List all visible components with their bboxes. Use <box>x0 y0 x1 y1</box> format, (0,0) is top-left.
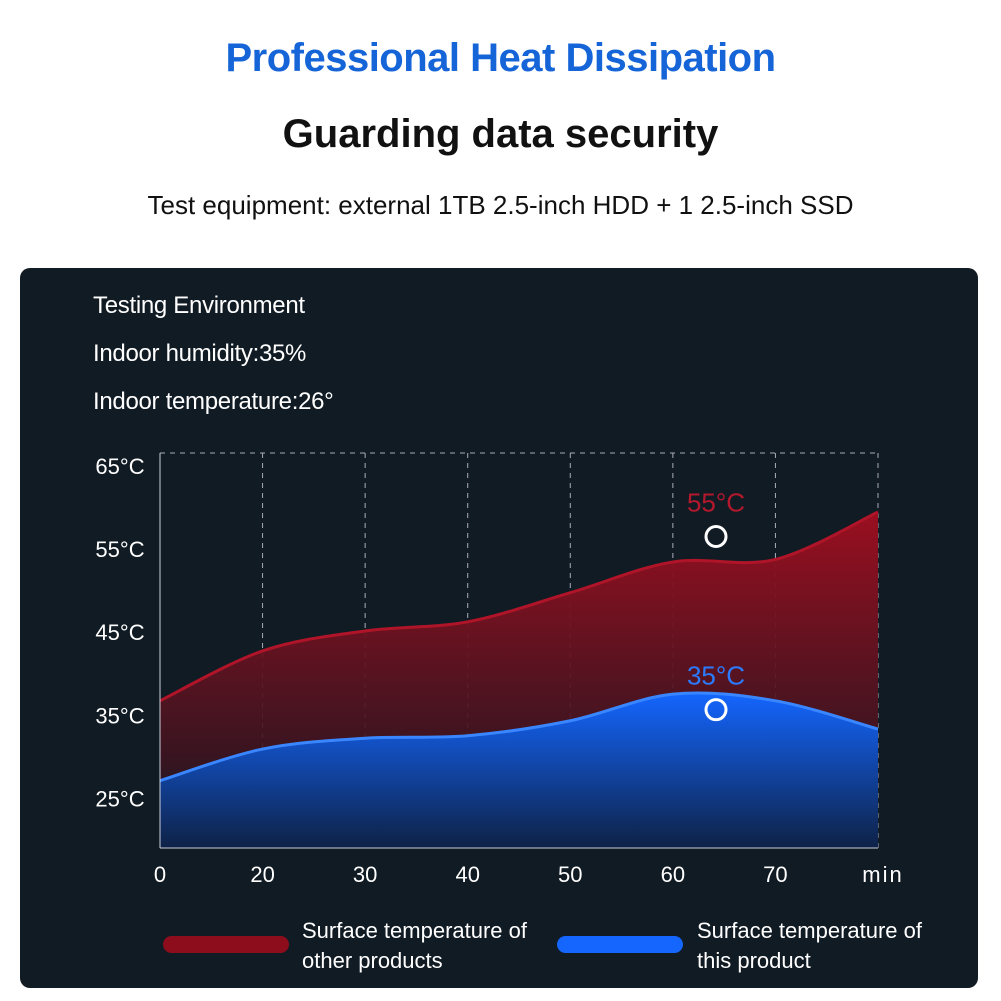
env-temperature: Indoor temperature:26° <box>93 388 334 415</box>
x-axis-label: min <box>862 862 903 887</box>
legend-label: Surface temperature of this product <box>697 918 923 973</box>
note: Test equipment: external 1TB 2.5-inch HD… <box>147 190 854 220</box>
legend-swatch <box>163 936 289 953</box>
y-tick-label: 25°C <box>95 786 144 811</box>
legend-label: Surface temperature of other products <box>302 918 528 973</box>
annotation: 55°C <box>687 487 745 517</box>
line <box>159 510 879 703</box>
y-tick-label: 65°C <box>95 454 144 479</box>
title: Professional Heat Dissipation <box>225 36 776 80</box>
y-tick-label: 45°C <box>95 620 144 645</box>
x-tick-label: 50 <box>558 862 582 887</box>
y-tick-label: 55°C <box>95 537 144 562</box>
annotation: 35°C <box>687 661 745 691</box>
x-tick-label: 60 <box>661 862 685 887</box>
x-tick-label: 30 <box>353 862 377 887</box>
legend-swatch <box>557 936 683 953</box>
x-tick-label: 40 <box>455 862 479 887</box>
env-humidity: Indoor humidity:35% <box>93 340 307 367</box>
x-tick-label: 0 <box>154 862 166 887</box>
marker <box>704 525 728 549</box>
x-tick-label: 70 <box>763 862 787 887</box>
line <box>159 691 879 783</box>
x-tick-label: 20 <box>250 862 274 887</box>
area <box>160 692 878 848</box>
marker <box>704 698 728 722</box>
env-title: Testing Environment <box>93 292 305 319</box>
y-tick-label: 35°C <box>95 703 144 728</box>
subtitle: Guarding data security <box>282 112 719 156</box>
